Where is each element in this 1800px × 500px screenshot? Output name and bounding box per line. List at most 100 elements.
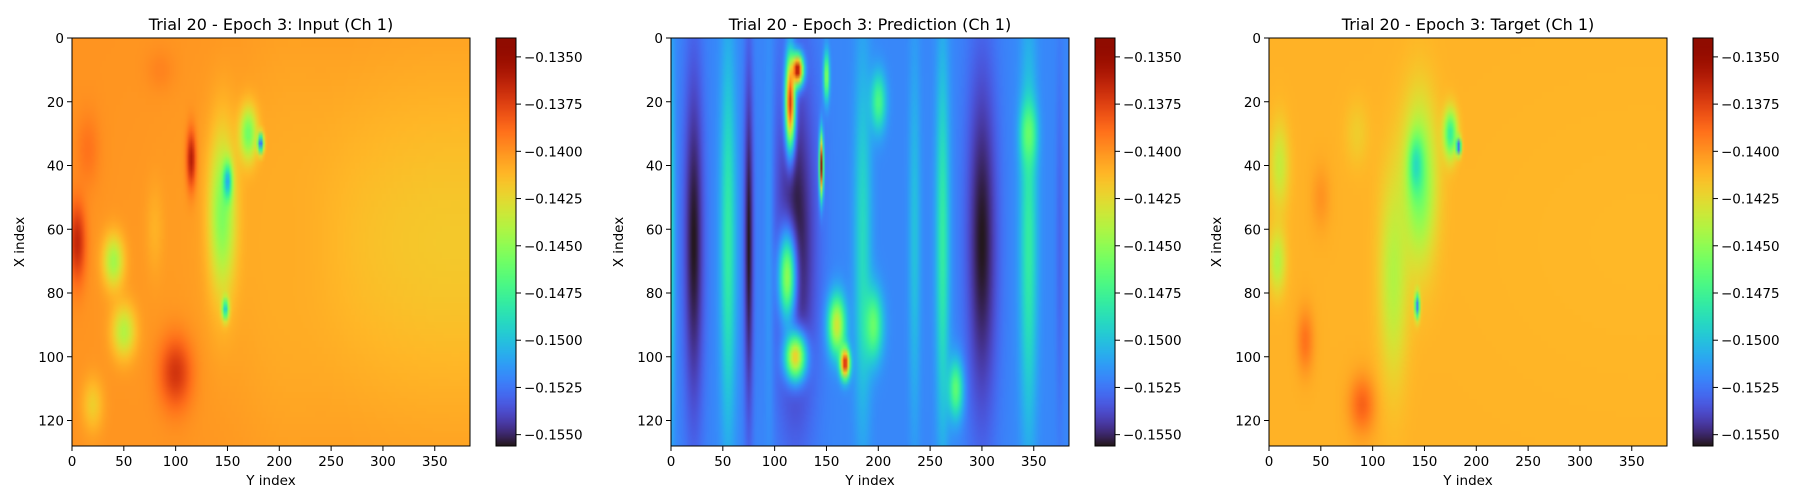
y-tick-label: 80 bbox=[646, 286, 663, 302]
y-tick-label: 120 bbox=[38, 414, 64, 430]
y-tick-label: 0 bbox=[654, 31, 663, 47]
y-tick-label: 100 bbox=[637, 350, 663, 366]
colorbar: −0.1350 −0.1375 −0.1400 −0.1425 −0.1450 −0.14… bbox=[1094, 37, 1182, 447]
x-tick-label: 50 bbox=[115, 454, 132, 470]
x-tick-label: 300 bbox=[1567, 454, 1593, 470]
colorbar-tick-label: −0.1550 bbox=[1123, 428, 1182, 444]
heatmap-image bbox=[72, 38, 470, 446]
plot-frame bbox=[1268, 37, 1668, 447]
colorbar-tick-label: −0.1425 bbox=[524, 192, 583, 208]
y-tick-label: 40 bbox=[47, 159, 64, 175]
y-tick-label: 80 bbox=[1244, 286, 1261, 302]
x-tick-label: 0 bbox=[667, 454, 676, 470]
x-tick-label: 350 bbox=[1619, 454, 1645, 470]
y-tick-label: 120 bbox=[637, 414, 663, 430]
x-tick-label: 150 bbox=[814, 454, 840, 470]
colorbar-tick-label: −0.1475 bbox=[1721, 286, 1780, 302]
colorbar-frame bbox=[495, 37, 517, 447]
colorbar-tick-label: −0.1375 bbox=[1721, 97, 1780, 113]
colorbar-frame bbox=[1692, 37, 1714, 447]
colorbar-tick-label: −0.1375 bbox=[1123, 97, 1182, 113]
colorbar-tick-label: −0.1400 bbox=[1721, 144, 1780, 160]
panel-0: Trial 20 - Epoch 3: Input (Ch 1) 0 50 100 15… bbox=[12, 15, 583, 489]
x-tick-label: 250 bbox=[1515, 454, 1541, 470]
x-tick-label: 100 bbox=[163, 454, 189, 470]
colorbar-gradient bbox=[496, 38, 516, 446]
colorbar-tick-label: −0.1425 bbox=[1123, 192, 1182, 208]
x-tick-label: 100 bbox=[1360, 454, 1386, 470]
colorbar-gradient bbox=[1095, 38, 1115, 446]
x-tick-label: 200 bbox=[865, 454, 891, 470]
y-tick-label: 60 bbox=[1244, 222, 1261, 238]
x-tick-label: 150 bbox=[1412, 454, 1438, 470]
panel-2: Trial 20 - Epoch 3: Target (Ch 1) 0 50 100 1… bbox=[1209, 15, 1780, 489]
x-tick-label: 100 bbox=[762, 454, 788, 470]
colorbar: −0.1350 −0.1375 −0.1400 −0.1425 −0.1450 −0.14… bbox=[1692, 37, 1780, 447]
colorbar-tick-label: −0.1400 bbox=[524, 144, 583, 160]
colorbar-tick-label: −0.1375 bbox=[524, 97, 583, 113]
panel-title: Trial 20 - Epoch 3: Prediction (Ch 1) bbox=[728, 15, 1011, 34]
x-tick-label: 350 bbox=[1021, 454, 1047, 470]
x-tick-label: 250 bbox=[917, 454, 943, 470]
colorbar-tick-label: −0.1500 bbox=[524, 333, 583, 349]
colorbar-tick-label: −0.1450 bbox=[524, 239, 583, 255]
colorbar-tick-label: −0.1525 bbox=[1123, 380, 1182, 396]
y-tick-label: 40 bbox=[1244, 159, 1261, 175]
y-tick-label: 0 bbox=[55, 31, 64, 47]
y-tick-label: 20 bbox=[646, 95, 663, 111]
colorbar-tick-label: −0.1425 bbox=[1721, 192, 1780, 208]
y-tick-label: 40 bbox=[646, 159, 663, 175]
y-tick-label: 100 bbox=[38, 350, 64, 366]
colorbar-tick-label: −0.1525 bbox=[524, 380, 583, 396]
colorbar-tick-label: −0.1525 bbox=[1721, 380, 1780, 396]
colorbar-tick-label: −0.1475 bbox=[524, 286, 583, 302]
colorbar-frame bbox=[1094, 37, 1116, 447]
colorbar: −0.1350 −0.1375 −0.1400 −0.1425 −0.1450 −0.14… bbox=[495, 37, 583, 447]
heatmap-image bbox=[671, 38, 1069, 446]
x-axis-label: Y index bbox=[245, 473, 295, 489]
colorbar-tick-label: −0.1500 bbox=[1721, 333, 1780, 349]
y-axis-label: X index bbox=[12, 217, 28, 267]
y-tick-label: 80 bbox=[47, 286, 64, 302]
y-tick-label: 20 bbox=[1244, 95, 1261, 111]
x-tick-label: 300 bbox=[969, 454, 995, 470]
panel-1: Trial 20 - Epoch 3: Prediction (Ch 1) 0 50… bbox=[611, 15, 1182, 489]
plot-frame bbox=[670, 37, 1070, 447]
x-tick-label: 200 bbox=[1463, 454, 1489, 470]
colorbar-tick-label: −0.1550 bbox=[1721, 428, 1780, 444]
colorbar-tick-label: −0.1350 bbox=[1721, 50, 1780, 66]
x-tick-label: 0 bbox=[1265, 454, 1274, 470]
heatmap-image bbox=[1269, 38, 1667, 446]
colorbar-tick-label: −0.1350 bbox=[1123, 50, 1182, 66]
x-tick-label: 50 bbox=[714, 454, 731, 470]
y-tick-label: 120 bbox=[1235, 414, 1261, 430]
colorbar-tick-label: −0.1350 bbox=[524, 50, 583, 66]
panel-title: Trial 20 - Epoch 3: Input (Ch 1) bbox=[148, 15, 393, 34]
x-tick-label: 350 bbox=[422, 454, 448, 470]
y-tick-label: 60 bbox=[646, 222, 663, 238]
x-tick-label: 50 bbox=[1312, 454, 1329, 470]
x-tick-label: 300 bbox=[370, 454, 396, 470]
colorbar-tick-label: −0.1550 bbox=[524, 428, 583, 444]
x-tick-label: 0 bbox=[68, 454, 77, 470]
x-tick-label: 200 bbox=[266, 454, 292, 470]
colorbar-tick-label: −0.1475 bbox=[1123, 286, 1182, 302]
y-tick-label: 60 bbox=[47, 222, 64, 238]
y-tick-label: 0 bbox=[1252, 31, 1261, 47]
colorbar-tick-label: −0.1450 bbox=[1721, 239, 1780, 255]
x-tick-label: 250 bbox=[318, 454, 344, 470]
x-axis-label: Y index bbox=[1442, 473, 1492, 489]
colorbar-gradient bbox=[1693, 38, 1713, 446]
colorbar-tick-label: −0.1500 bbox=[1123, 333, 1182, 349]
y-axis-label: X index bbox=[1209, 217, 1225, 267]
plot-frame bbox=[71, 37, 471, 447]
y-axis-label: X index bbox=[611, 217, 627, 267]
y-tick-label: 20 bbox=[47, 95, 64, 111]
x-tick-label: 150 bbox=[215, 454, 241, 470]
colorbar-tick-label: −0.1400 bbox=[1123, 144, 1182, 160]
x-axis-label: Y index bbox=[844, 473, 894, 489]
colorbar-tick-label: −0.1450 bbox=[1123, 239, 1182, 255]
y-tick-label: 100 bbox=[1235, 350, 1261, 366]
panel-title: Trial 20 - Epoch 3: Target (Ch 1) bbox=[1341, 15, 1594, 34]
